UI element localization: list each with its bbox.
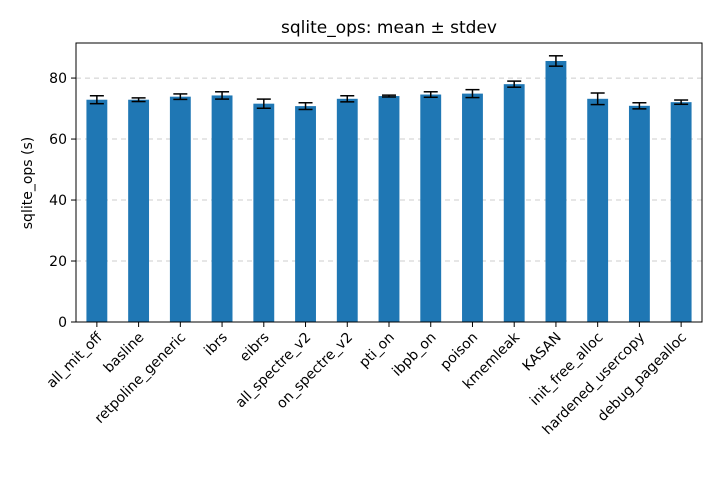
bar (336, 98, 358, 322)
error-bar (298, 102, 313, 111)
error-bar (340, 95, 355, 103)
y-tick-label: 0 (58, 315, 67, 331)
error-bar (548, 55, 563, 67)
bar (295, 106, 316, 322)
error-bar (131, 97, 146, 103)
bar (86, 99, 108, 322)
bar (462, 93, 483, 322)
x-tick-label: ibpb_on (389, 330, 439, 380)
bar (253, 103, 275, 323)
bars (86, 60, 692, 323)
y-axis-ticks: 0 20 40 60 80 (49, 71, 76, 331)
y-tick-label: 20 (49, 254, 67, 270)
x-tick-label: init_free_alloc (527, 330, 606, 409)
error-bar (590, 92, 605, 106)
error-bars (89, 55, 689, 111)
bar (628, 105, 650, 323)
error-bar (173, 93, 188, 101)
x-tick-label: on_spectre_v2 (274, 330, 357, 413)
y-tick-label: 60 (49, 132, 67, 148)
x-tick-label: all_mit_off (44, 329, 106, 391)
error-bar (507, 80, 522, 88)
bar (378, 96, 400, 322)
error-bar (215, 91, 230, 100)
bar (169, 96, 191, 322)
y-axis-label: sqlite_ops (s) (20, 137, 36, 229)
error-bar (256, 98, 271, 110)
x-tick-label: eibrs (237, 330, 273, 366)
y-tick-label: 80 (49, 71, 67, 87)
bar (503, 84, 525, 322)
y-tick-label: 40 (49, 193, 67, 209)
error-bar (632, 102, 647, 110)
error-bar (89, 95, 104, 105)
error-bar (382, 94, 396, 98)
x-tick-label: ibrs (201, 330, 231, 360)
error-bar (674, 99, 689, 106)
bar (545, 60, 567, 322)
bar (587, 98, 609, 322)
bar (211, 95, 233, 323)
error-bar (465, 88, 480, 99)
bar (670, 102, 692, 322)
bar (420, 94, 442, 322)
chart-title: sqlite_ops: mean ± stdev (281, 18, 497, 38)
error-bar (423, 91, 438, 99)
bar (128, 99, 150, 322)
x-tick-label: all_spectre_v2 (233, 330, 315, 412)
